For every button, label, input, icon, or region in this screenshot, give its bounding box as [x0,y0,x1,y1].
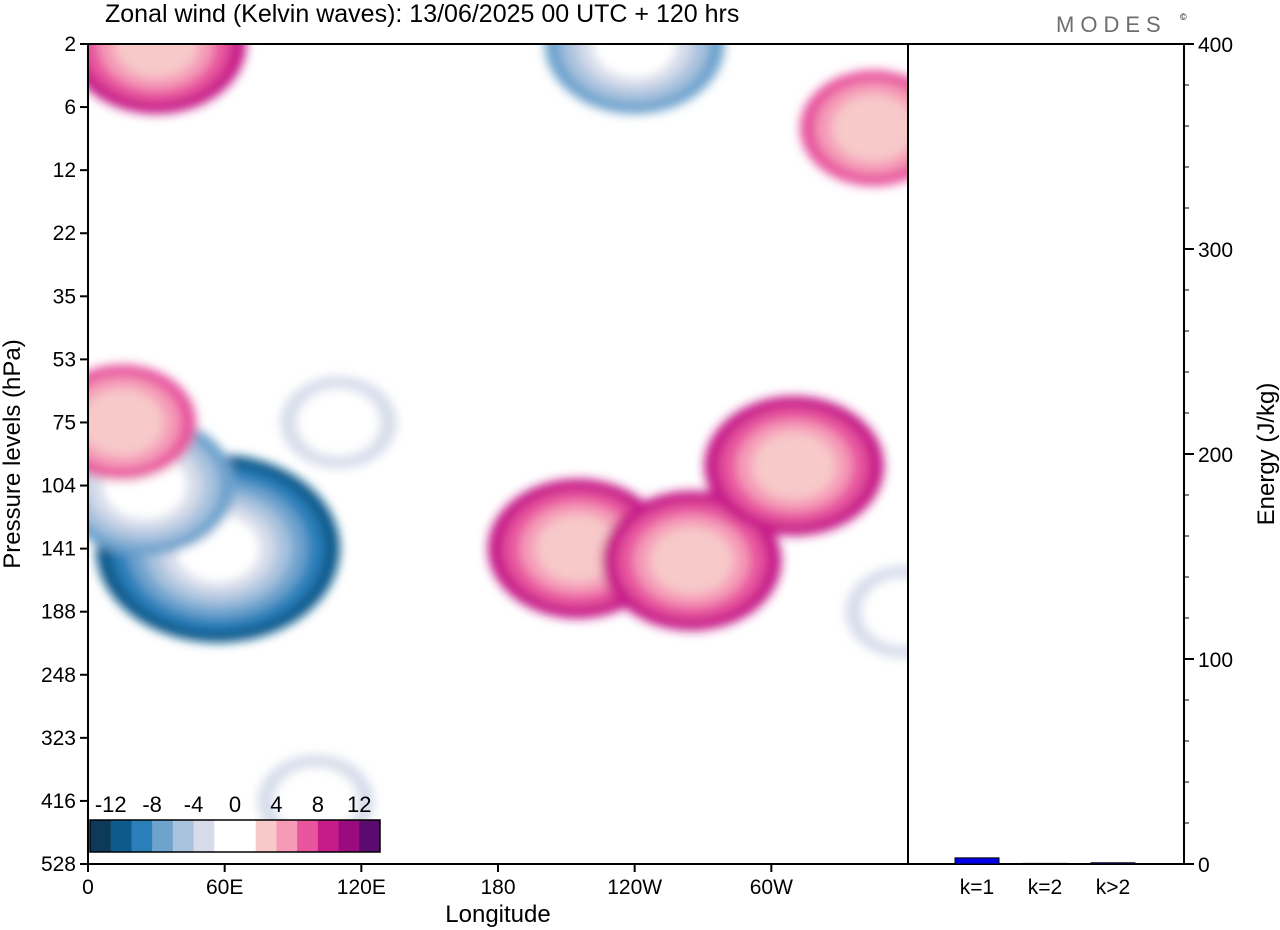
contour-band [752,431,837,500]
colorbar-tick-label: -8 [142,792,162,817]
x-tick-label: 60W [750,876,793,899]
energy-bar [1022,862,1068,865]
colorbar-swatch [359,820,381,852]
y-tick-label: 75 [53,411,76,434]
energy-bar [1090,862,1136,865]
colorbar-swatch [131,820,153,852]
colorbar-swatch [338,820,360,852]
westerly-anomaly [88,44,247,114]
colorbar-swatch [297,820,319,852]
energy-bar [954,857,1000,865]
westerly-anomaly [704,395,885,536]
colorbar-swatch [90,820,112,852]
contour-band [592,44,677,78]
x-tick-label: 0 [82,876,94,899]
contour-band [114,44,199,78]
colorbar-tick-label: 0 [229,792,241,817]
colorbar-tick-label: 4 [270,792,282,817]
x-axis: 0 60E 120E 180 120W 60W [82,864,793,899]
y-tick-label: 323 [41,727,76,750]
contour-band [649,526,734,595]
energy-category-label: k>2 [1096,876,1130,899]
energy-tick-label: 0 [1198,854,1210,877]
energy-axis: 0 100 200 300 400 [1184,34,1233,877]
x-tick-label: 60E [206,876,243,899]
energy-tick-label: 100 [1198,649,1233,672]
contour-band [535,514,620,583]
colorbar-swatch [193,820,215,852]
energy-frame [907,43,1185,865]
colorbar-swatch [235,820,257,852]
wind-anomaly-contours [88,44,908,847]
y-tick-label: 188 [41,601,76,624]
y-tick-label: 528 [41,853,76,876]
y-tick-label: 12 [53,159,76,182]
y-tick-label: 35 [53,285,76,308]
contour-band [861,577,908,646]
y-tick-label: 141 [41,538,76,561]
y-axis: 2 6 12 22 35 53 75 104 141 188 248 323 416 528 [41,33,88,876]
y-tick-label: 22 [53,222,76,245]
westerly-anomaly [88,364,197,481]
energy-tick-label: 400 [1198,34,1233,57]
heatmap-panel: -12 -8 -4 0 4 8 12 0 60E 120E 180 120W 60W 2 6 12 22 35… [0,33,909,928]
colorbar-swatch [152,820,174,852]
colorbar-frame [89,819,381,853]
colorbar-swatch [214,820,236,852]
colorbar-swatch [276,820,298,852]
y-tick-label: 2 [64,33,76,56]
y-axis-label: Pressure levels (hPa) [0,339,26,568]
energy-panel: k=1 k=2 k>2 0 100 200 300 400 Energy (J/kg) [907,34,1280,899]
energy-axis-label: Energy (J/kg) [1253,383,1280,526]
y-tick-label: 416 [41,790,76,813]
contour-band [88,388,165,457]
contour-band [831,94,908,163]
y-tick-label: 6 [64,96,76,119]
colorbar-tick-label: 8 [312,792,324,817]
energy-bars: k=1 k=2 k>2 [954,857,1136,899]
colorbar-swatch [172,820,195,852]
chart-title: Zonal wind (Kelvin waves): 13/06/2025 00… [105,0,739,28]
brand-logo: MODES [1056,12,1167,37]
easterly-anomaly [280,376,397,469]
colorbar-tick-label: 12 [347,792,371,817]
colorbar: -12 -8 -4 0 4 8 12 [89,792,381,853]
brand-mark: © [1180,12,1187,22]
energy-tick-label: 200 [1198,444,1233,467]
colorbar-swatch [317,820,340,852]
westerly-anomaly [601,490,782,631]
colorbar-swatch [255,820,277,852]
energy-category-label: k=1 [960,876,994,899]
y-tick-label: 248 [41,664,76,687]
colorbar-tick-label: -4 [184,792,204,817]
westerly-anomaly [799,70,908,187]
energy-category-label: k=2 [1028,876,1062,899]
x-tick-label: 120E [337,876,386,899]
y-tick-label: 53 [53,348,76,371]
contour-band [273,766,358,835]
x-axis-label: Longitude [445,901,550,928]
easterly-anomaly [845,565,908,658]
easterly-anomaly [544,44,725,114]
energy-tick-label: 300 [1198,239,1233,262]
y-tick-label: 104 [41,475,76,498]
x-tick-label: 180 [480,876,515,899]
colorbar-swatch [110,820,132,852]
x-tick-label: 120W [607,876,662,899]
contour-band [296,388,381,457]
colorbar-tick-label: -12 [95,792,127,817]
